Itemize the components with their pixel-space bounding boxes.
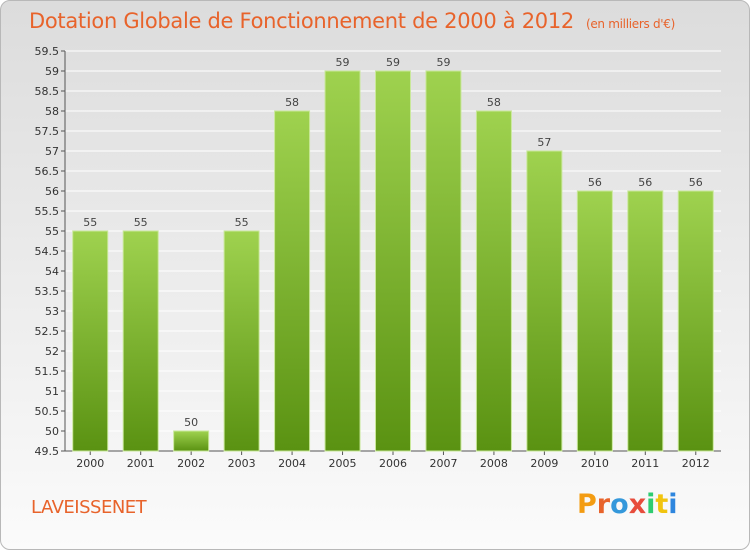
y-tick-label: 58 <box>45 105 59 118</box>
x-tick-label: 2010 <box>581 457 609 470</box>
logo-letter: t <box>655 489 669 520</box>
bar-2009 <box>526 150 563 452</box>
bar-value-label: 59 <box>336 56 350 69</box>
y-tick-label: 55.5 <box>35 205 60 218</box>
x-tick-label: 2000 <box>76 457 104 470</box>
y-tick-label: 49.5 <box>35 445 60 458</box>
x-tick-label: 2009 <box>530 457 558 470</box>
y-tick-label: 53.5 <box>35 285 60 298</box>
y-tick-label: 51.5 <box>35 365 60 378</box>
proxiti-logo: Proxiti <box>577 489 678 520</box>
y-tick-label: 56 <box>45 185 59 198</box>
logo-letter: o <box>610 489 629 520</box>
y-tick-label: 57.5 <box>35 125 60 138</box>
bar-2007 <box>425 70 462 452</box>
y-tick-label: 56.5 <box>35 165 60 178</box>
bar-2002 <box>173 430 210 452</box>
bar-value-label: 59 <box>436 56 450 69</box>
y-tick-label: 50 <box>45 425 59 438</box>
bar-value-label: 55 <box>235 216 249 229</box>
x-tick-label: 2003 <box>228 457 256 470</box>
logo-letter: r <box>596 489 611 520</box>
x-tick-label: 2007 <box>429 457 457 470</box>
x-tick-label: 2008 <box>480 457 508 470</box>
logo-letter: i <box>646 489 656 520</box>
logo-letter: P <box>577 489 597 520</box>
bar-2010 <box>576 190 613 452</box>
chart-title: Dotation Globale de Fonctionnement de 20… <box>29 9 675 33</box>
x-tick-label: 2012 <box>682 457 710 470</box>
logo-letter: i <box>668 489 678 520</box>
bar-value-label: 59 <box>386 56 400 69</box>
bar-value-label: 58 <box>487 96 501 109</box>
y-tick-label: 59 <box>45 65 59 78</box>
y-tick-label: 59.5 <box>35 45 60 58</box>
bar-2008 <box>475 110 512 452</box>
y-tick-label: 52.5 <box>35 325 60 338</box>
bar-value-label: 56 <box>638 176 652 189</box>
x-tick-label: 2006 <box>379 457 407 470</box>
bar-2003 <box>223 230 260 452</box>
x-tick-label: 2011 <box>631 457 659 470</box>
y-tick-label: 54.5 <box>35 245 60 258</box>
bar-value-label: 56 <box>689 176 703 189</box>
logo-letter: x <box>628 489 647 520</box>
y-tick-label: 57 <box>45 145 59 158</box>
x-tick-label: 2001 <box>127 457 155 470</box>
x-tick-label: 2004 <box>278 457 306 470</box>
x-tick-label: 2005 <box>329 457 357 470</box>
bar-value-label: 57 <box>537 136 551 149</box>
bar-value-label: 58 <box>285 96 299 109</box>
y-tick-label: 58.5 <box>35 85 60 98</box>
y-tick-label: 50.5 <box>35 405 60 418</box>
bar-2006 <box>375 70 411 452</box>
bar-2004 <box>274 110 311 452</box>
y-tick-label: 55 <box>45 225 59 238</box>
y-tick-label: 54 <box>45 265 59 278</box>
y-tick-label: 52 <box>45 345 59 358</box>
bar-value-label: 50 <box>184 416 198 429</box>
x-tick-label: 2002 <box>177 457 205 470</box>
bar-value-label: 55 <box>134 216 148 229</box>
chart-unit: (en milliers d'€) <box>585 17 675 31</box>
bar-value-label: 55 <box>83 216 97 229</box>
bar-2005 <box>324 70 361 452</box>
bar-2011 <box>627 190 664 452</box>
bar-2001 <box>122 230 159 452</box>
y-tick-label: 53 <box>45 305 59 318</box>
bar-2000 <box>72 230 109 452</box>
y-tick-label: 51 <box>45 385 59 398</box>
bar-value-label: 56 <box>588 176 602 189</box>
commune-name: LAVEISSENET <box>31 497 147 518</box>
bar-2012 <box>677 190 714 452</box>
